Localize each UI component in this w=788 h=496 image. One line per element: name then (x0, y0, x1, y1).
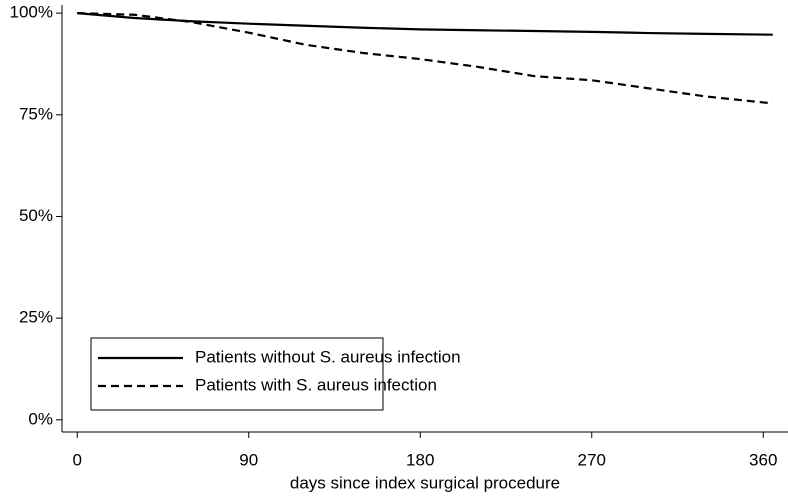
x-tick-label: 360 (749, 450, 777, 469)
y-tick-label: 100% (10, 3, 53, 22)
legend-label: Patients with S. aureus infection (195, 375, 437, 394)
x-tick-label: 0 (73, 450, 82, 469)
series-line (77, 12, 773, 105)
y-tick-label: 0% (28, 409, 53, 428)
x-axis-title: days since index surgical procedure (290, 473, 560, 492)
series-line (77, 12, 773, 36)
y-tick-label: 50% (19, 206, 53, 225)
y-tick-label: 25% (19, 308, 53, 327)
legend-label: Patients without S. aureus infection (195, 347, 461, 366)
legend-box (90, 337, 384, 411)
x-tick-label: 270 (578, 450, 606, 469)
x-tick-label: 90 (239, 450, 258, 469)
y-tick-label: 75% (19, 104, 53, 123)
x-tick-label: 180 (406, 450, 434, 469)
